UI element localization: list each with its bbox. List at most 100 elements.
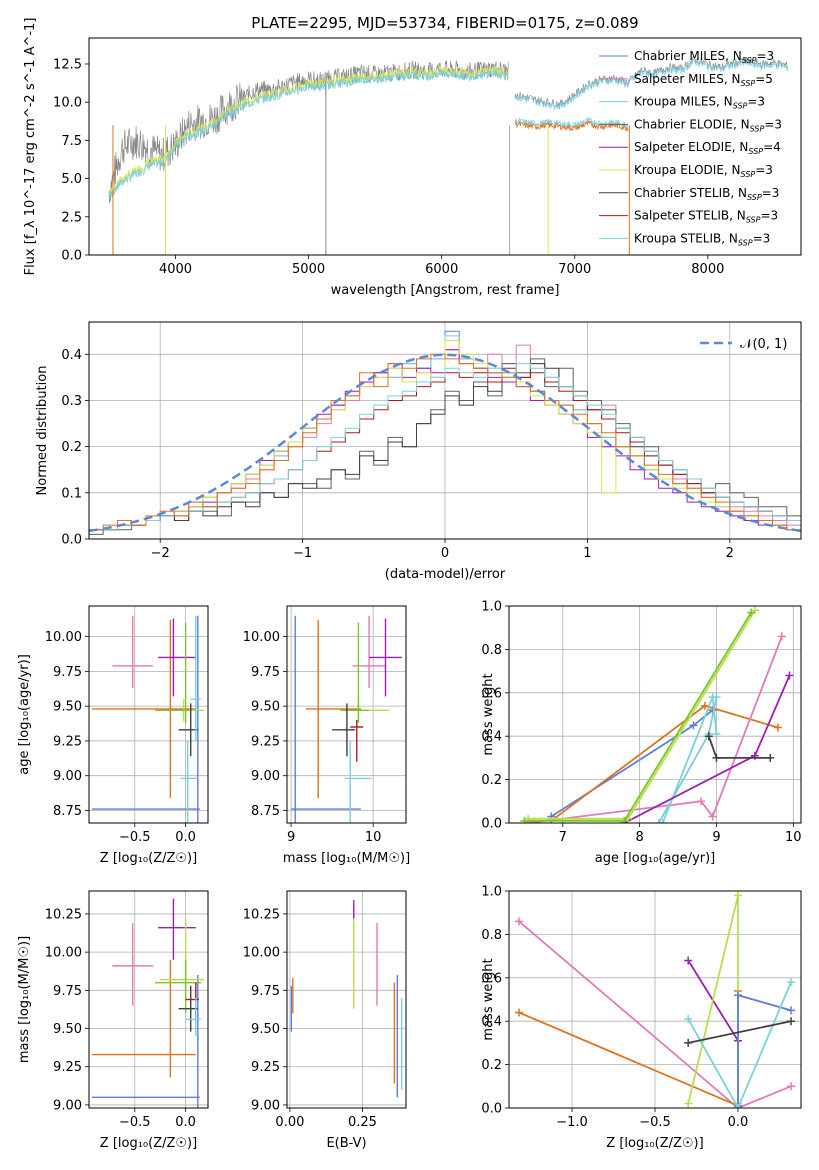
tick-label-x: 0.00	[275, 1115, 304, 1130]
tick-label-y: 0.8	[481, 928, 502, 943]
tick-label-y: 0.2	[481, 1058, 502, 1073]
tick-label-y: 10.00	[45, 946, 82, 961]
tick-label-y: 0.6	[481, 971, 502, 986]
tick-label-x: −2	[151, 546, 170, 561]
y-axis-label: mass [log₁₀(M/M☉)]	[17, 936, 32, 1063]
tick-label-y: 9.50	[251, 700, 280, 715]
x-axis-label: (data-model)/error	[385, 567, 506, 582]
errorbar-point	[92, 959, 196, 1078]
errorbar-point	[185, 997, 201, 1037]
tick-label-x: 10	[785, 830, 802, 845]
errorbar-point	[178, 985, 198, 1032]
weight-marker	[514, 917, 523, 926]
weight-line	[528, 636, 783, 823]
model-spectrum-grey-red	[514, 56, 789, 108]
legend-label: Kroupa ELODIE, NSSP=3	[634, 163, 773, 179]
errorbar-point	[344, 740, 372, 823]
legend-label: Kroupa MILES, NSSP=3	[634, 95, 765, 111]
weight-marker	[733, 891, 742, 900]
errorbar-point	[340, 622, 370, 723]
x-axis-label: age [log₁₀(age/yr)]	[595, 851, 716, 866]
weight-marker	[689, 721, 698, 730]
weight-marker	[747, 608, 756, 617]
tick-label-y: 9.00	[251, 769, 280, 784]
errorbar-point	[190, 615, 201, 741]
errorbar-point	[352, 615, 386, 689]
model-spectrum-orange	[514, 119, 629, 132]
panel-age-vs-mass: 9 10 8.75 9.00 9.25 9.50 9.75 10.00 mass [log₁₀(…	[243, 605, 410, 866]
tick-label-x: −0.5	[119, 1115, 151, 1130]
legend: 𝒩(0, 1)	[700, 337, 787, 352]
y-axis-label: age [log₁₀(age/yr)]	[17, 654, 32, 775]
axes-frame	[88, 321, 802, 540]
plot-area	[92, 615, 204, 823]
tick-label-y: 0.0	[481, 1102, 502, 1117]
errorbar-point	[332, 703, 356, 757]
tick-label-y: 0.4	[481, 1015, 502, 1030]
model-spectrum-cyan-red-high	[514, 58, 789, 110]
errorbar-point	[92, 615, 200, 823]
tick-label-y: 10.25	[45, 907, 82, 922]
tick-label-y: 0.0	[61, 249, 82, 264]
tick-label-y: 0.6	[481, 686, 502, 701]
tick-label-y: 8.75	[53, 804, 82, 819]
tick-label-x: 0.0	[175, 830, 196, 845]
plot-area	[514, 891, 796, 1108]
tick-label-x: 0.25	[348, 1115, 377, 1130]
weight-line	[524, 612, 752, 822]
errorbar-point	[112, 615, 154, 689]
weight-marker	[697, 797, 706, 806]
tick-label-y: 9.75	[53, 984, 82, 999]
tick-label-y: 12.5	[53, 57, 82, 72]
legend-label: Chabrier MILES, NSSP=3	[634, 49, 774, 65]
panel-spectrum: 4000 5000 6000 7000 8000 0.0 2.5 5.0 7.5 10.0 12.5…	[23, 18, 802, 298]
weight-line	[528, 609, 756, 820]
axes-frame	[508, 605, 802, 824]
panel-age-vs-Z: −0.5 0.0 8.75 9.00 9.25 9.50 9.75 10.00 Z [log₁₀…	[17, 605, 209, 866]
plot-area	[92, 898, 204, 1108]
weight-marker	[787, 1082, 796, 1091]
axes-frame	[286, 890, 407, 1109]
tick-label-y: 0.1	[61, 486, 82, 501]
weight-marker	[733, 1104, 742, 1108]
legend-label: Salpeter ELODIE, NSSP=4	[634, 140, 781, 156]
x-axis-label: Z [log₁₀(Z/Z☉)]	[100, 851, 197, 866]
tick-label-x: 8000	[691, 262, 724, 277]
errorbar-point	[178, 703, 198, 757]
legend-label: Kroupa STELIB, NSSP=3	[634, 231, 770, 247]
panel-residuals: −2 −1 0 1 2 0.0 0.1 0.2 0.3 0.4 (data-model)/error…	[35, 321, 802, 582]
axes-frame	[88, 890, 209, 1109]
axes-frame	[286, 605, 407, 824]
tick-label-x: 4000	[159, 262, 192, 277]
tick-label-y: 9.50	[53, 1022, 82, 1037]
tick-label-x: 10	[365, 830, 382, 845]
panel-weight-vs-age: 7 8 9 10 0.0 0.2 0.4 0.6 0.8 1.0 age [log₁₀(age/yr…	[481, 600, 802, 867]
histogram-orange	[89, 353, 801, 531]
weight-marker	[766, 753, 775, 762]
tick-label-y: 9.75	[251, 984, 280, 999]
tick-label-y: 9.50	[251, 1022, 280, 1037]
tick-label-y: 9.25	[53, 1060, 82, 1075]
panel-mass-vs-Z: −0.5 0.0 9.00 9.25 9.50 9.75 10.00 10.25 Z [log₁…	[17, 890, 209, 1151]
tick-label-x: 0.0	[175, 1115, 196, 1130]
weight-marker	[785, 671, 794, 680]
tick-label-x: 7000	[558, 262, 591, 277]
weight-marker	[620, 816, 629, 823]
errorbar-point	[155, 622, 189, 723]
tick-label-y: 10.0	[53, 96, 82, 111]
tick-label-y: 10.00	[45, 630, 82, 645]
tick-label-x: −1.0	[556, 1115, 588, 1130]
weight-marker	[712, 753, 721, 762]
model-spectrum-cyan	[108, 68, 509, 199]
weight-marker	[704, 732, 713, 741]
tick-label-y: 8.75	[251, 804, 280, 819]
tick-label-y: 0.2	[61, 440, 82, 455]
legend-label: Chabrier ELODIE, NSSP=3	[634, 117, 782, 133]
legend: Chabrier MILES, NSSP=3 Salpeter MILES, NS…	[599, 49, 782, 247]
axes-frame	[508, 890, 802, 1109]
tick-label-x: 8	[635, 830, 643, 845]
model-spectrum-cyan-red	[514, 117, 629, 129]
weight-marker	[733, 991, 742, 1000]
y-axis-label: Normed distribution	[35, 366, 50, 496]
